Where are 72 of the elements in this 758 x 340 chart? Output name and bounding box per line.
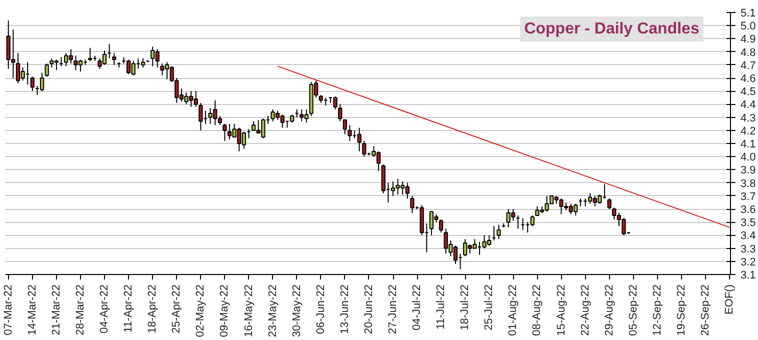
x-tick-label: 20-Jun-22	[362, 284, 375, 334]
x-tick-label: 29-Aug-22	[603, 284, 616, 336]
y-tick-label: 4.9	[740, 34, 756, 46]
candlestick	[439, 218, 444, 234]
y-tick-label: 3.6	[740, 204, 756, 216]
y-tick-label: 4.8	[740, 46, 756, 59]
candlestick	[30, 76, 34, 92]
y-tick-label: 5.0	[740, 20, 756, 33]
x-tick-label: 16-May-22	[242, 284, 255, 338]
y-tick-label: 4.4	[740, 99, 756, 112]
x-tick-label: 27-Jun-22	[387, 284, 399, 334]
candlestick	[333, 96, 338, 110]
candlestick	[222, 123, 227, 142]
x-tick-label: 25-Apr-22	[170, 284, 183, 334]
candlestick	[88, 47, 92, 62]
candlestick	[607, 198, 612, 210]
y-tick-label: 4.2	[740, 125, 756, 138]
candlestick	[496, 224, 501, 240]
x-tick-label: 19-Sep-22	[675, 284, 688, 336]
y-tick-label: 4.6	[740, 73, 756, 85]
candlestick	[348, 124, 352, 142]
candlestick	[198, 102, 203, 131]
x-tick-label: 11-Apr-22	[122, 284, 135, 333]
x-tick-label: 12-Sep-22	[651, 284, 664, 336]
y-tick-label: 4.0	[740, 152, 756, 164]
candlestick	[44, 63, 49, 78]
x-tick-label: 14-Mar-22	[26, 284, 38, 336]
x-tick-label: 28-Mar-22	[74, 284, 86, 336]
x-tick-label: 15-Aug-22	[555, 284, 568, 336]
candlestick	[140, 58, 146, 68]
y-tick-label: 3.9	[740, 164, 756, 177]
candlestick	[40, 72, 44, 92]
x-tick-label: 07-Mar-22	[2, 284, 14, 336]
x-tick-label: 04-Jul-22	[411, 284, 424, 330]
candlestick	[410, 195, 414, 214]
x-tick-label: 08-Aug-22	[531, 284, 544, 336]
x-tick-label: 06-Jun-22	[314, 284, 327, 334]
candlestick	[362, 140, 366, 158]
x-tick-label: 22-Aug-22	[579, 284, 592, 336]
x-tick-label: 18-Jul-22	[459, 284, 472, 330]
x-tick-label: 18-Apr-22	[146, 284, 159, 334]
y-tick-label: 3.7	[740, 190, 756, 203]
candlestick	[112, 52, 116, 66]
x-tick-label: 30-May-22	[290, 284, 303, 338]
y-tick-label: 5.1	[740, 8, 756, 20]
y-tick-label: 3.5	[740, 217, 756, 230]
x-tick-label: 05-Sep-22	[627, 284, 640, 336]
x-tick-label: 21-Mar-22	[50, 284, 62, 336]
x-tick-label: EOF()	[724, 284, 736, 314]
y-tick-label: 3.2	[740, 256, 756, 268]
text: Copper - Daily Candles	[524, 20, 700, 38]
candlestick	[357, 127, 362, 152]
y-tick-label: 3.3	[740, 243, 756, 256]
x-tick-label: 02-May-22	[194, 284, 207, 338]
y-tick-label: 3.4	[740, 230, 756, 242]
x-tick-label: 04-Apr-22	[98, 284, 111, 334]
x-tick-label: 13-Jun-22	[338, 284, 351, 334]
y-tick-label: 4.7	[740, 60, 756, 72]
y-tick-label: 4.3	[740, 112, 756, 124]
candlestick	[530, 215, 534, 227]
x-tick-label: 23-May-22	[266, 284, 279, 338]
y-tick-label: 3.8	[740, 178, 756, 190]
y-tick-label: 4.5	[740, 86, 756, 98]
x-tick-label: 26-Sep-22	[700, 284, 712, 336]
y-tick-label: 4.1	[740, 138, 756, 150]
x-tick-label: 11-Jul-22	[435, 284, 448, 330]
x-tick-label: 09-May-22	[218, 284, 231, 338]
y-tick-label: 3.1	[740, 270, 756, 282]
candlestick	[338, 104, 342, 122]
x-tick-label: 01-Aug-22	[507, 284, 520, 336]
x-tick-label: 25-Jul-22	[483, 284, 496, 330]
candlestick	[342, 119, 347, 135]
